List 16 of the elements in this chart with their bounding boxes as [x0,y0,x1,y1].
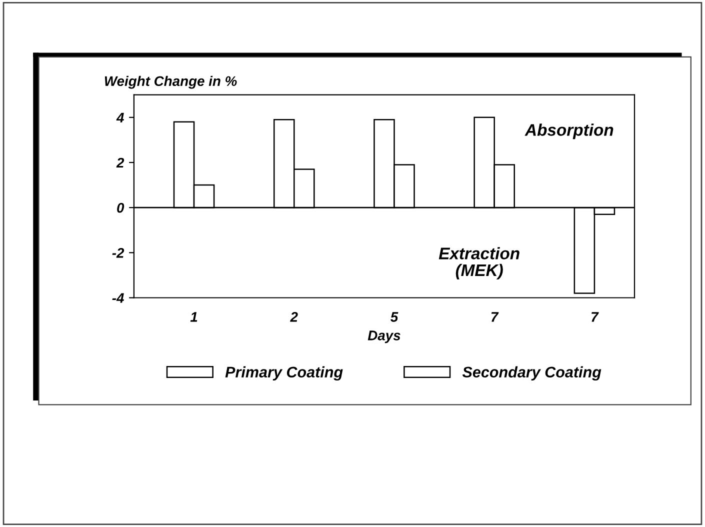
y-tick-label: 4 [116,112,124,122]
x-tick-label: 1 [190,312,198,322]
annotation: Extraction (MEK) [438,247,520,280]
legend-label: Primary Coating [225,366,343,381]
y-tick-label: -2 [112,248,124,258]
x-axis-title: Days [368,330,400,344]
y-tick-label: -4 [112,293,124,303]
y-tick-label: 2 [116,158,124,168]
x-tick-label: 5 [390,312,398,322]
y-axis-title: Weight Change in % [104,76,237,89]
annotation: Absorption [524,124,614,140]
x-tick-label: 7 [491,312,499,322]
y-tick-label: 0 [117,202,124,213]
x-tick-label: 7 [592,312,599,322]
x-tick-label: 2 [290,312,298,322]
legend-label: Secondary Coating [462,366,602,381]
